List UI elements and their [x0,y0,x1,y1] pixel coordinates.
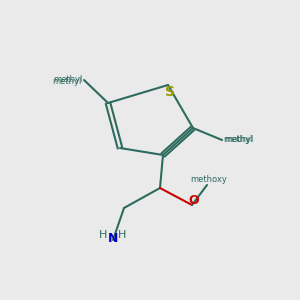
Text: N: N [108,232,118,245]
Text: methyl: methyl [225,138,230,139]
Text: O: O [189,194,199,206]
Text: S: S [165,85,175,99]
Text: methyl: methyl [52,76,82,85]
Text: methoxy: methoxy [190,175,227,184]
Text: methyl: methyl [223,136,252,145]
Text: H: H [99,230,107,240]
Text: methyl: methyl [236,140,241,141]
Text: methyl: methyl [54,76,83,85]
Text: H: H [118,230,126,240]
Text: methyl: methyl [224,134,254,143]
